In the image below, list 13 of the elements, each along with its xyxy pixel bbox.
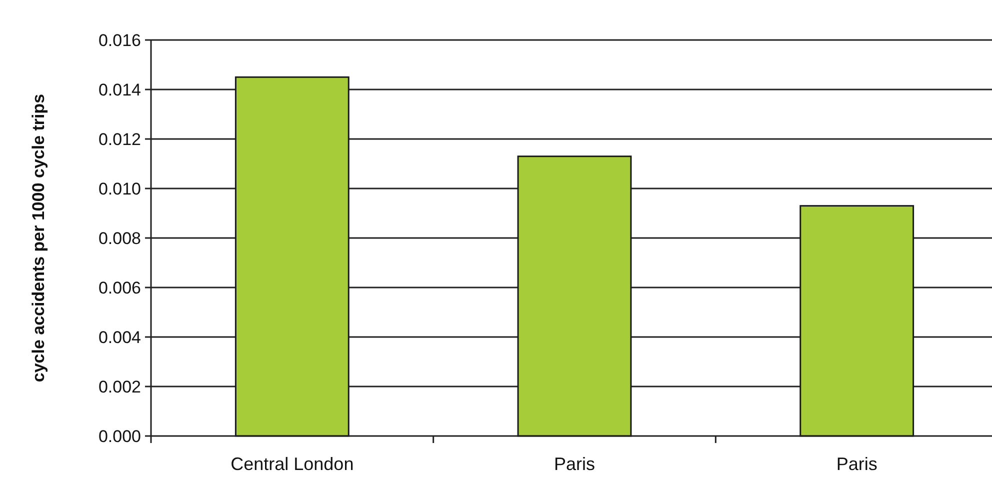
y-tick-label: 0.000 xyxy=(98,426,141,446)
y-tick-label: 0.010 xyxy=(98,179,141,198)
y-tick-label: 0.014 xyxy=(98,80,141,100)
y-tick-label: 0.004 xyxy=(98,328,141,347)
y-tick-label: 0.008 xyxy=(98,228,141,248)
y-tick-label: 0.016 xyxy=(98,30,141,50)
x-tick-label: Paris xyxy=(836,454,878,474)
x-tick-label: Central London xyxy=(230,454,354,474)
y-tick-label: 0.012 xyxy=(98,130,141,149)
x-tick-label: Paris xyxy=(554,454,596,474)
y-axis-title: cycle accidents per 1000 cycle trips xyxy=(29,94,48,382)
y-tick-label: 0.002 xyxy=(98,377,141,396)
y-tick-label: 0.006 xyxy=(98,278,141,298)
